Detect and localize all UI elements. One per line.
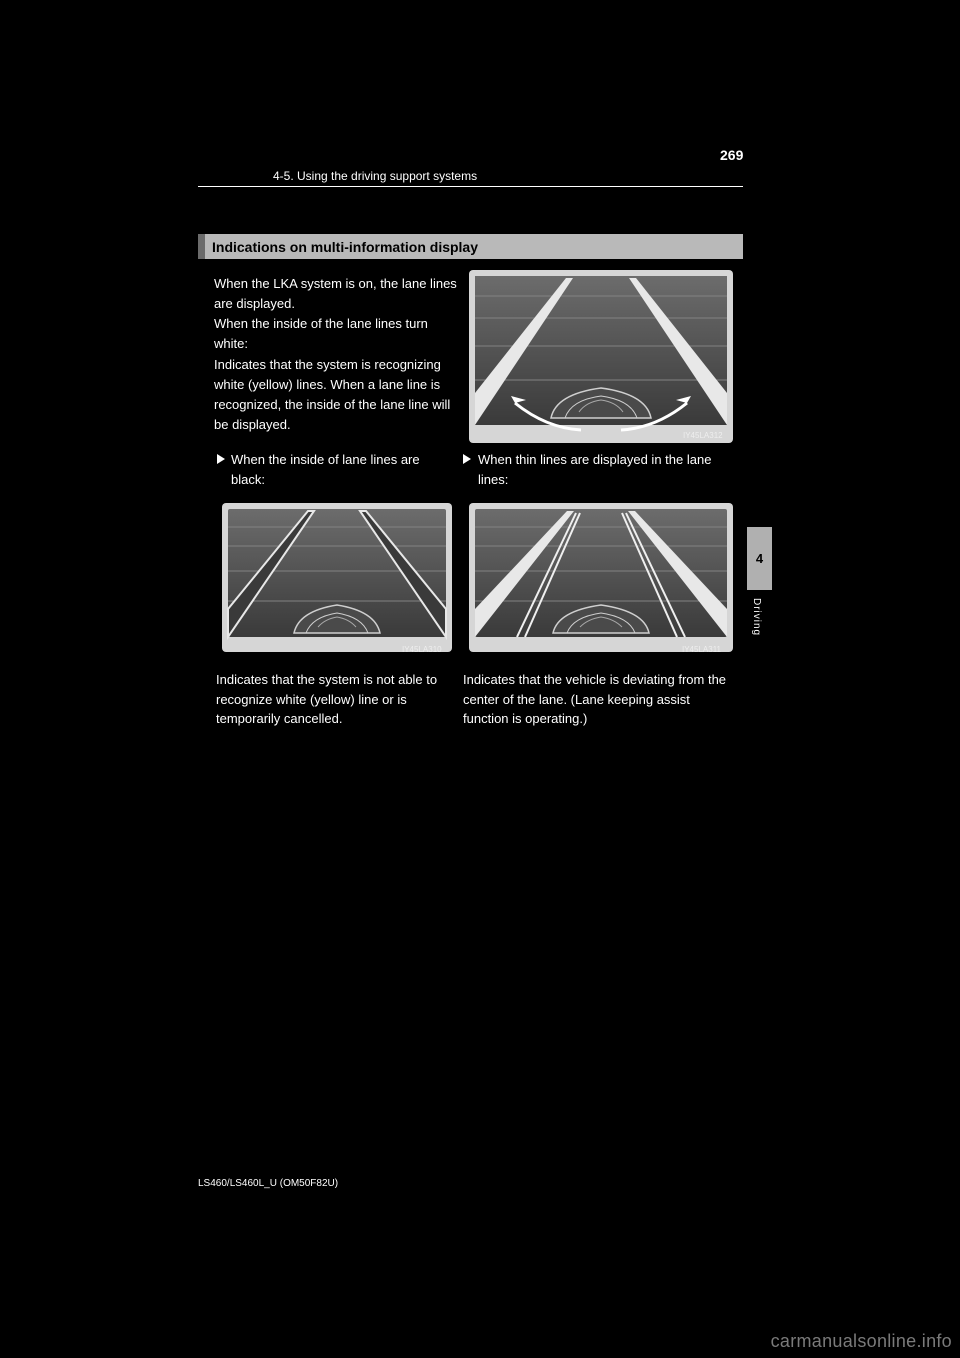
- section-path: 4-5. Using the driving support systems: [273, 169, 477, 183]
- section-heading: Indications on multi-information display: [198, 234, 743, 259]
- desc-right: Indicates that the vehicle is deviating …: [463, 670, 739, 729]
- desc-left: Indicates that the system is not able to…: [216, 670, 458, 729]
- intro-line-2: When the inside of the lane lines turn w…: [214, 314, 460, 354]
- manual-page: 269 4-5. Using the driving support syste…: [0, 0, 960, 1358]
- intro-line-3: Indicates that the system is recognizing…: [214, 355, 460, 436]
- subhead-right-title: When thin lines are displayed in the lan…: [478, 452, 711, 487]
- image-id-left: IY45LA310: [402, 645, 442, 654]
- page-number: 269: [720, 147, 743, 163]
- bullet-triangle-icon: [463, 454, 471, 464]
- footer-doc-code: LS460/LS460L_U (OM50F82U): [198, 1178, 338, 1189]
- image-id-right: IY45LA311: [682, 645, 721, 654]
- bullet-triangle-icon: [217, 454, 225, 464]
- chapter-tab: 4: [747, 527, 772, 590]
- intro-line-1: When the LKA system is on, the lane line…: [214, 274, 460, 314]
- lane-display-recognized-image: [461, 268, 741, 445]
- chapter-label: Driving: [751, 598, 762, 636]
- watermark: carmanualsonline.info: [771, 1331, 952, 1352]
- header-rule: [198, 186, 743, 187]
- subhead-right: When thin lines are displayed in the lan…: [478, 450, 742, 489]
- lane-display-deviation-image: [463, 501, 739, 654]
- lane-display-not-recognized-image: [216, 501, 458, 654]
- subhead-left: When the inside of lane lines are black:: [231, 450, 453, 489]
- subhead-left-title: When the inside of lane lines are black:: [231, 452, 420, 487]
- image-id-top: IY45LA312: [683, 431, 723, 440]
- intro-paragraph: When the LKA system is on, the lane line…: [214, 274, 460, 435]
